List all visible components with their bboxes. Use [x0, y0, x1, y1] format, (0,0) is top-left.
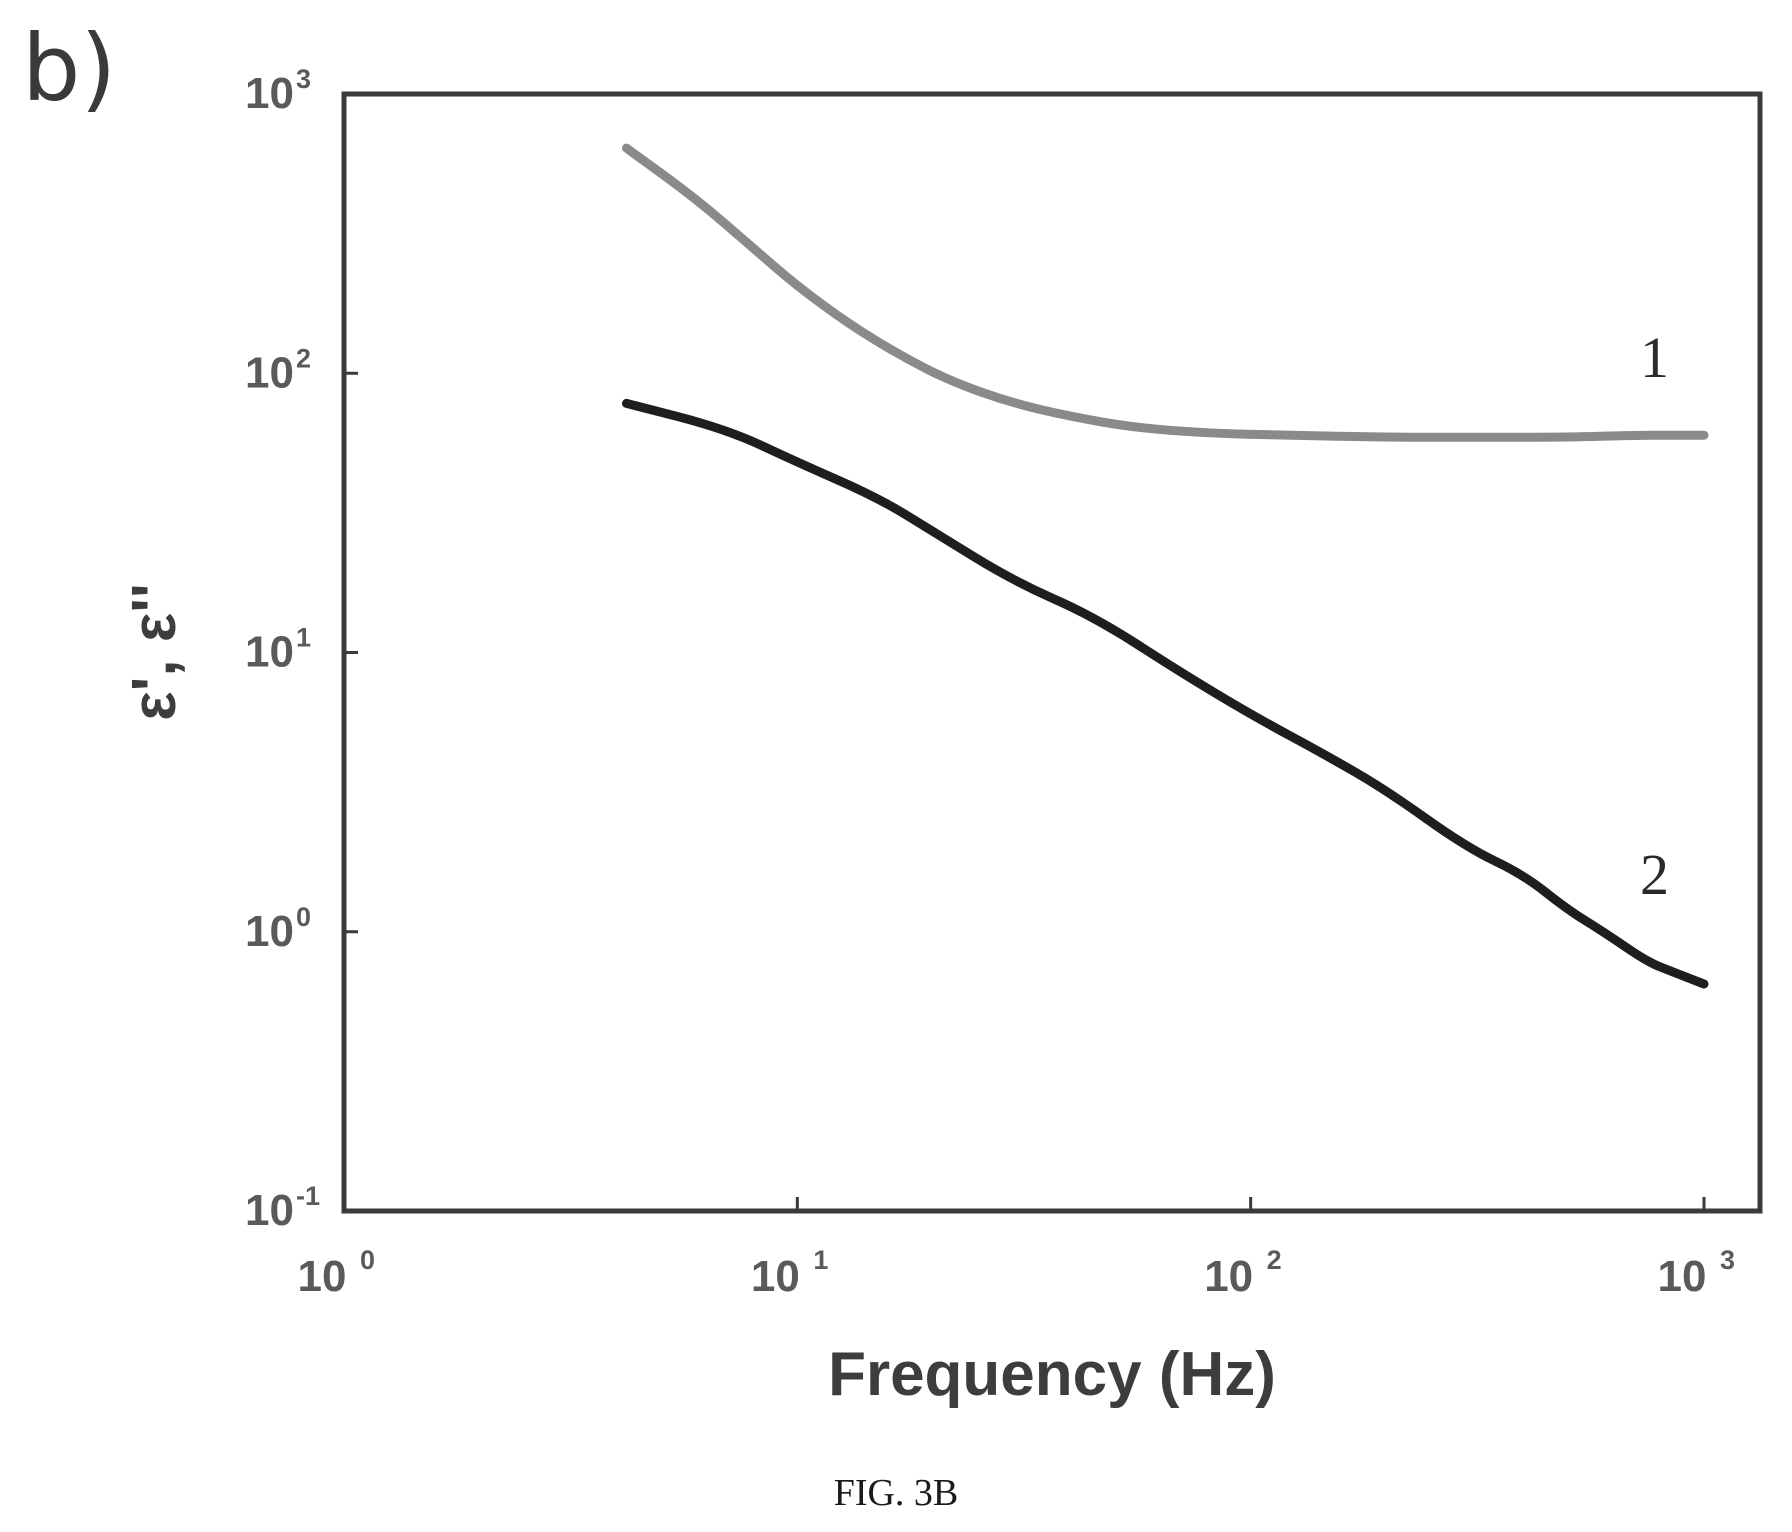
y-tick-exponent: -1: [296, 1181, 320, 1211]
x-tick-label: 10: [1204, 1252, 1253, 1301]
y-tick-exponent: 2: [296, 343, 311, 373]
series-1-line: [622, 143, 1709, 442]
x-tick-exponent: 2: [1267, 1245, 1282, 1275]
x-axis-title: Frequency (Hz): [828, 1340, 1276, 1409]
x-tick-labels: 10 0 10 1 10 2 10 3: [298, 1245, 1736, 1301]
series-layer: [622, 143, 1709, 989]
y-tick-label: 10: [245, 69, 294, 118]
y-tick-exponent: 3: [296, 64, 311, 94]
y-tick-label: 10: [245, 907, 294, 956]
x-tick-label: 10: [298, 1252, 347, 1301]
x-tick-exponent: 1: [813, 1245, 828, 1275]
x-tick-exponent: 3: [1720, 1245, 1735, 1275]
y-tick-exponent: 0: [296, 902, 311, 932]
x-tick-label: 10: [1658, 1252, 1707, 1301]
plot-frame: [341, 91, 1763, 1214]
y-axis-title: ε', ε'': [120, 583, 189, 721]
tick-marks: [342, 92, 1706, 1213]
y-tick-label: 10: [245, 348, 294, 397]
x-tick-label: 10: [751, 1252, 800, 1301]
panel-label: b): [22, 15, 116, 122]
series-1-label: 1: [1640, 325, 1669, 390]
series-2-label: 2: [1640, 842, 1669, 907]
figure-caption: FIG. 3B: [834, 1472, 959, 1514]
x-tick-exponent: 0: [360, 1245, 375, 1275]
series-labels: 12: [1640, 325, 1669, 907]
y-tick-exponent: 1: [296, 623, 311, 653]
y-tick-label: 10: [245, 628, 294, 677]
y-tick-label: 10: [245, 1186, 294, 1235]
series-2-line: [622, 398, 1709, 989]
